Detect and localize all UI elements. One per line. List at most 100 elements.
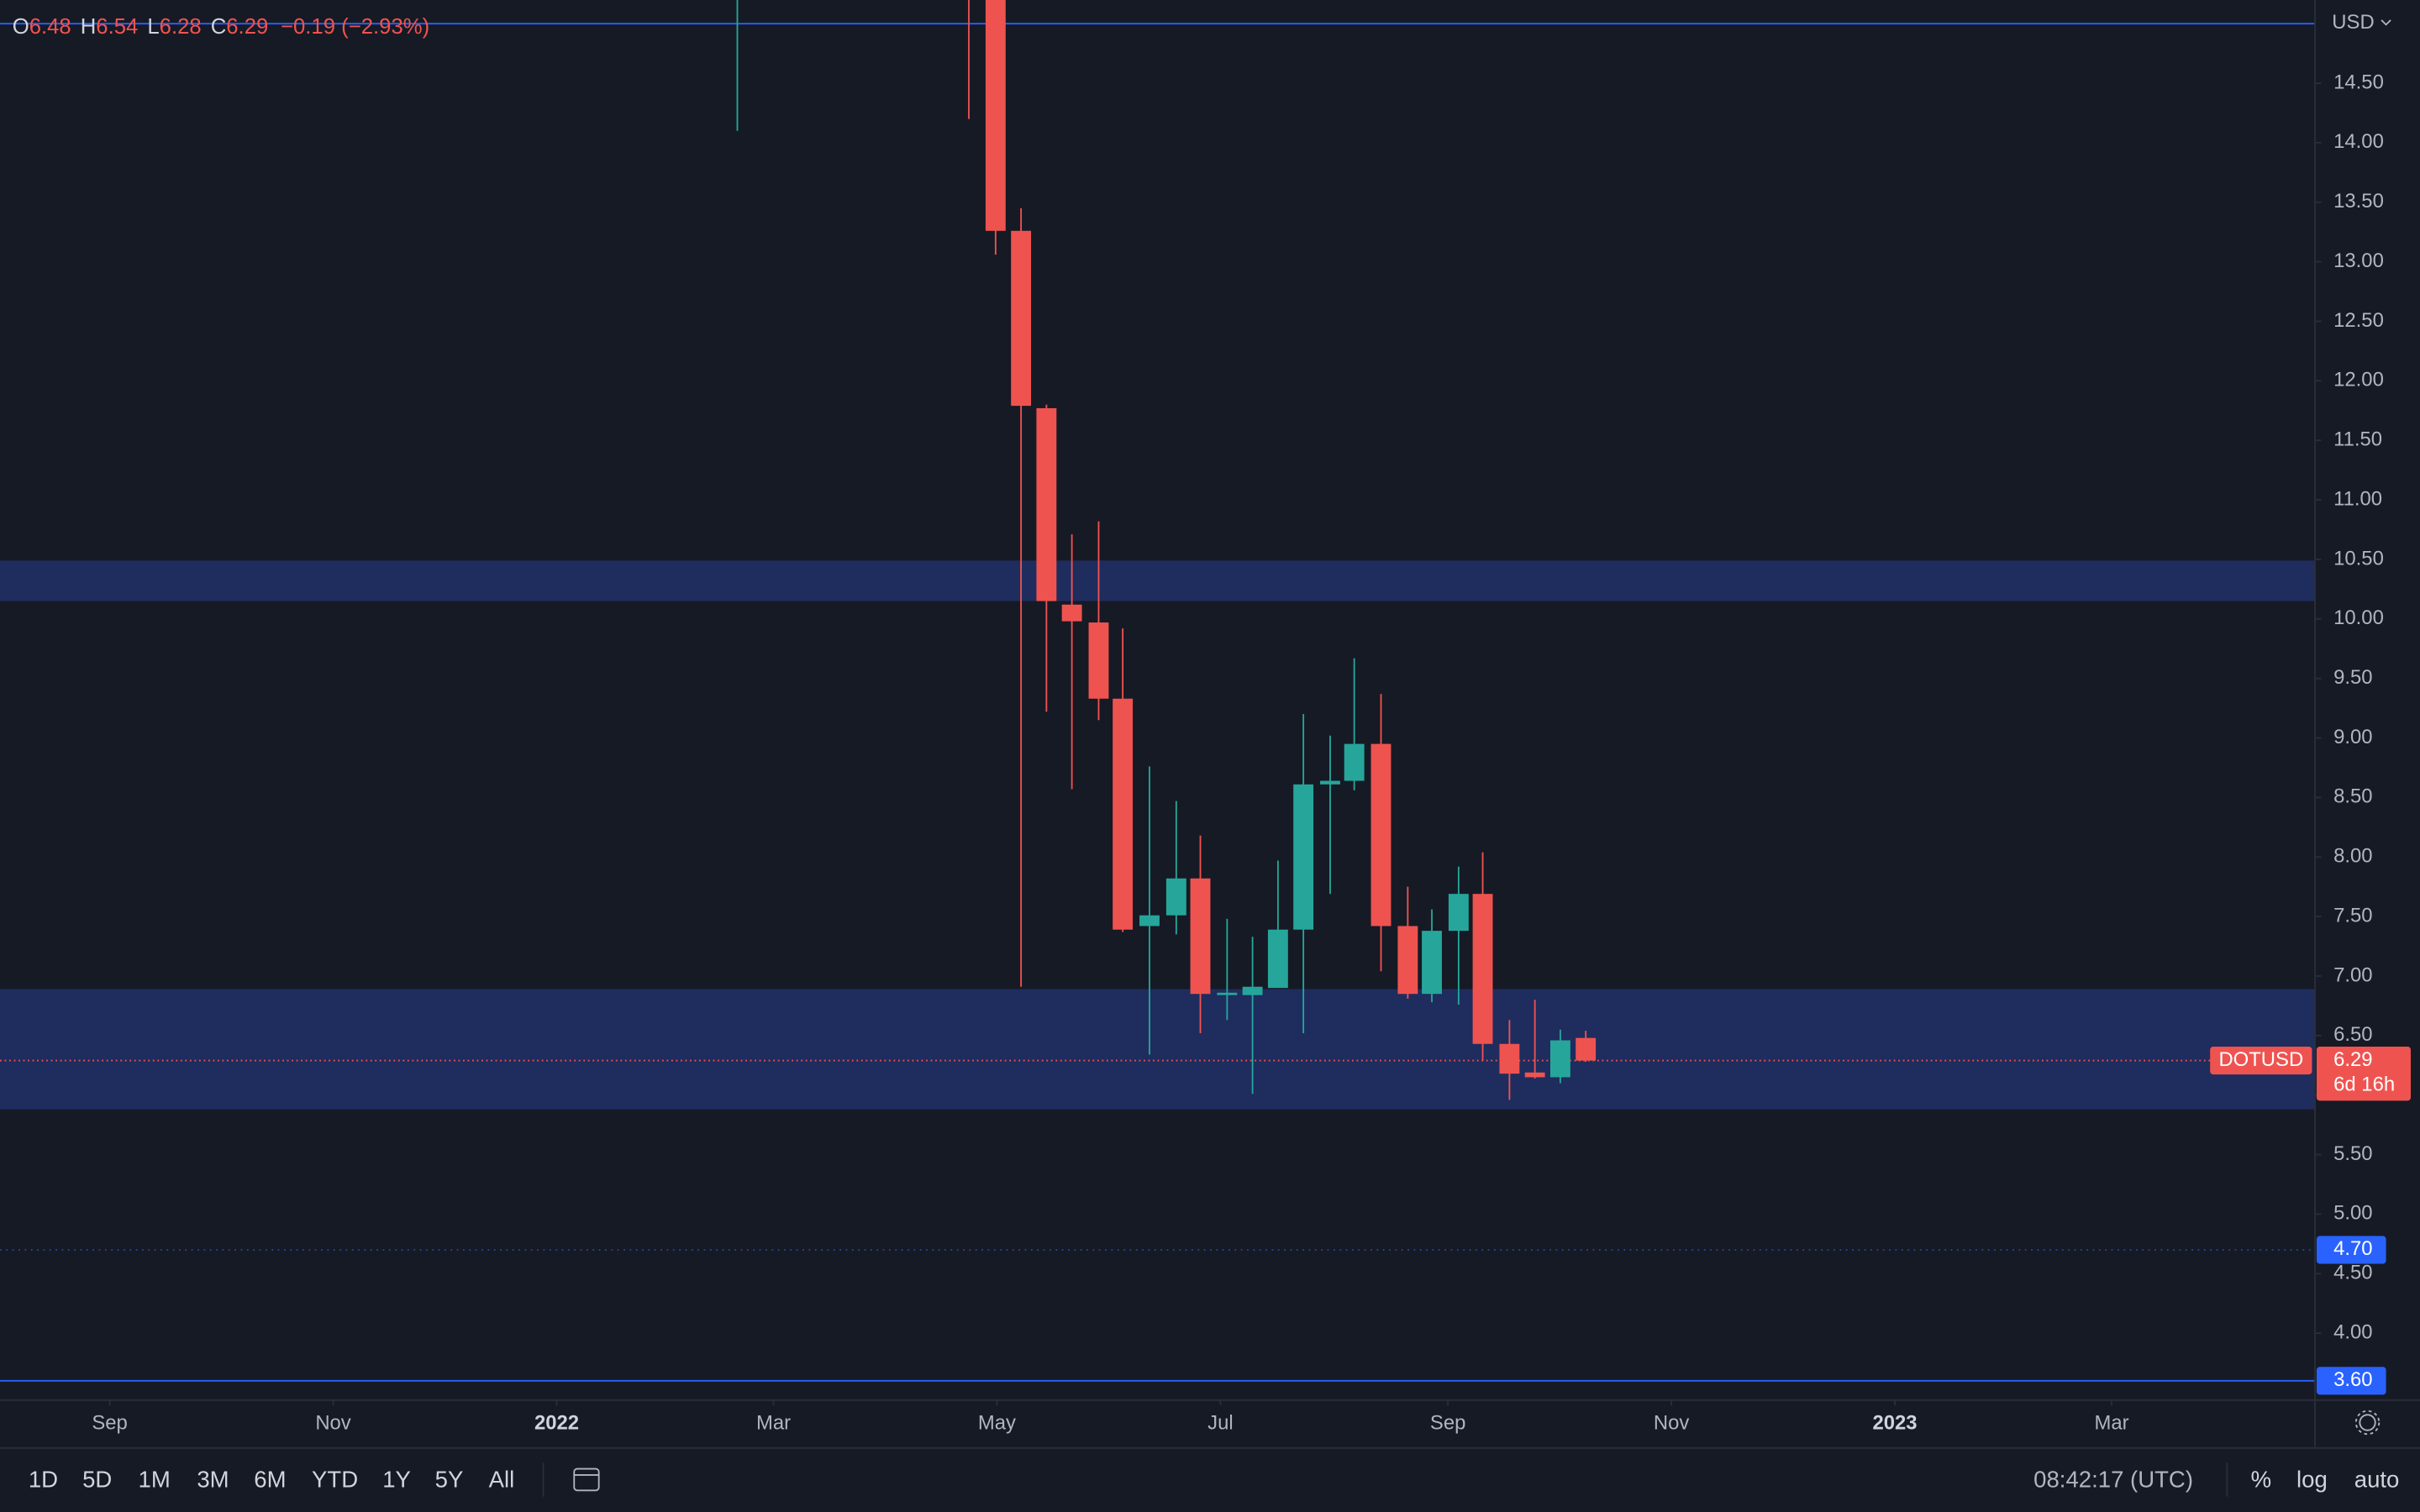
candle-body <box>985 0 1006 231</box>
ohlc-value: 6.48 <box>29 15 71 39</box>
y-tick-label: 6.50 <box>2333 1023 2372 1046</box>
ohlc-key: L <box>147 15 159 39</box>
option-button[interactable]: auto <box>2354 1467 2400 1493</box>
last-price-label: 6.29 <box>2333 1048 2372 1071</box>
ohlc-value: 6.29 <box>226 15 268 39</box>
y-tick-label: 8.00 <box>2333 845 2372 868</box>
gear-teeth[interactable] <box>2354 1410 2381 1436</box>
range-button[interactable]: 6M <box>254 1467 286 1493</box>
y-tick-label: 4.00 <box>2333 1320 2372 1343</box>
y-tick-label: 12.00 <box>2333 369 2384 391</box>
symbol-box <box>2210 1047 2312 1075</box>
level-label-box <box>2316 1367 2386 1395</box>
y-tick-label: 4.50 <box>2333 1262 2372 1284</box>
candle-body <box>1242 986 1263 995</box>
change: −0.19 (−2.93%) <box>281 15 429 39</box>
y-tick-label: 13.50 <box>2333 190 2384 213</box>
ohlc-key: H <box>81 15 97 39</box>
y-tick-label: 5.00 <box>2333 1202 2372 1225</box>
ohlc-legend: O6.48 H6.54 L6.28 C6.29 −0.19 (−2.93%) <box>13 15 429 39</box>
range-button[interactable]: 1M <box>139 1467 171 1493</box>
clock: 08:42:17 (UTC) <box>2033 1467 2193 1493</box>
range-button[interactable]: 3M <box>197 1467 229 1493</box>
x-tick-label: Nov <box>315 1412 350 1435</box>
candle-body <box>1165 878 1186 916</box>
x-tick-label: 2023 <box>1873 1412 1918 1435</box>
candle-body <box>1139 915 1160 927</box>
x-tick-label: Jul <box>1207 1412 1233 1435</box>
range-button[interactable]: YTD <box>312 1467 358 1493</box>
range-button[interactable]: 5Y <box>435 1467 464 1493</box>
candle-body <box>1422 931 1442 995</box>
countdown: 6d 16h <box>2333 1073 2395 1095</box>
candle-body <box>1344 743 1365 781</box>
ohlc-value: 6.28 <box>160 15 202 39</box>
gear[interactable] <box>2359 1414 2376 1431</box>
candle-body <box>1113 698 1134 930</box>
x-tick-label: Sep <box>1430 1412 1465 1435</box>
plot-area <box>0 0 2316 1382</box>
x-tick-label: Mar <box>2094 1412 2128 1435</box>
candle-body <box>1190 878 1211 995</box>
x-tick-label: Nov <box>1654 1412 1690 1435</box>
last-price-box <box>2316 1047 2411 1101</box>
y-tick-label: 9.50 <box>2333 666 2372 689</box>
candle-body <box>1472 894 1493 1044</box>
candle-body <box>1448 894 1469 932</box>
symbol-label: DOTUSD <box>2218 1048 2303 1071</box>
candle-body <box>1011 230 1032 407</box>
y-tick-label: 14.50 <box>2333 71 2384 93</box>
y-tick-label: 10.00 <box>2333 606 2384 629</box>
y-tick-label: 9.00 <box>2333 726 2372 748</box>
zone <box>0 560 2316 601</box>
candle-body <box>1267 929 1288 989</box>
x-tick-label: Mar <box>756 1412 791 1435</box>
ohlc-text: O6.48 H6.54 L6.28 C6.29 −0.19 (−2.93%) <box>13 15 429 39</box>
y-tick-label: 11.50 <box>2333 428 2382 451</box>
y-tick-label: 10.50 <box>2333 547 2384 570</box>
range-button[interactable]: All <box>489 1467 515 1493</box>
candle-body <box>1370 743 1392 927</box>
option-button[interactable]: log <box>2296 1467 2328 1493</box>
option-button[interactable]: % <box>2251 1467 2272 1493</box>
candle-body <box>1217 992 1238 995</box>
candle-body <box>1293 784 1314 930</box>
ohlc-value: 6.54 <box>96 15 138 39</box>
ohlc-key: C <box>211 15 227 39</box>
y-tick-label: 7.50 <box>2333 904 2372 927</box>
settings-icon[interactable] <box>2354 1410 2381 1436</box>
candle-body <box>1499 1043 1520 1074</box>
level-label: 3.60 <box>2333 1368 2372 1391</box>
range-button[interactable]: 1Y <box>382 1467 411 1493</box>
ohlc-key: O <box>13 15 29 39</box>
level-label: 4.70 <box>2333 1237 2372 1260</box>
y-tick-label: 11.00 <box>2333 487 2382 510</box>
candle-body <box>1036 407 1057 601</box>
candle-body <box>1524 1072 1545 1078</box>
y-tick-label: 12.50 <box>2333 309 2384 332</box>
range-button[interactable]: 5D <box>82 1467 112 1493</box>
y-tick-label: 14.00 <box>2333 130 2384 153</box>
y-tick-label: 13.00 <box>2333 249 2384 272</box>
currency[interactable]: USD <box>2332 11 2374 34</box>
candle-body <box>1397 926 1418 995</box>
candle-body <box>1320 780 1340 785</box>
y-tick-label: 8.50 <box>2333 785 2372 808</box>
candle-body <box>1088 622 1109 699</box>
range-button[interactable]: 1D <box>29 1467 58 1493</box>
y-tick-label: 7.00 <box>2333 963 2372 986</box>
x-tick-label: 2022 <box>534 1412 579 1435</box>
currency-chevron[interactable] <box>2381 19 2391 26</box>
calendar[interactable] <box>573 1467 600 1492</box>
zone <box>0 989 2316 1110</box>
level-label-box <box>2316 1236 2386 1264</box>
x-tick-label: Sep <box>92 1412 127 1435</box>
date-range-icon[interactable] <box>573 1467 600 1492</box>
candle-body <box>1061 604 1082 622</box>
y-tick-label: 5.50 <box>2333 1142 2372 1165</box>
candle-body <box>1576 1037 1597 1061</box>
candle-body <box>1549 1040 1570 1078</box>
